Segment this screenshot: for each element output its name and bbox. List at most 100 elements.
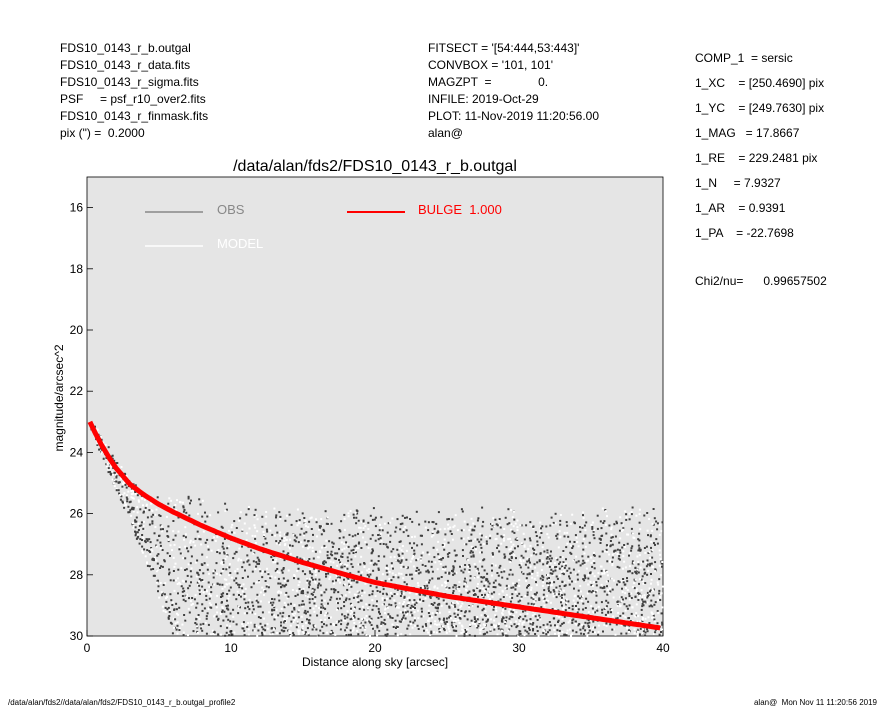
obs-point bbox=[153, 559, 155, 562]
obs-point bbox=[619, 516, 622, 519]
obs-point bbox=[438, 577, 441, 580]
obs-point bbox=[628, 512, 631, 515]
obs-point bbox=[111, 478, 114, 481]
obs-point bbox=[660, 530, 663, 533]
obs-point bbox=[582, 602, 585, 605]
obs-point bbox=[302, 534, 305, 537]
obs-point bbox=[444, 629, 447, 632]
obs-point bbox=[563, 566, 566, 569]
obs-point bbox=[125, 475, 128, 478]
obs-point bbox=[579, 530, 582, 533]
obs-point bbox=[309, 517, 312, 520]
obs-point bbox=[276, 568, 279, 570]
obs-point bbox=[586, 634, 589, 637]
obs-point bbox=[581, 595, 584, 598]
obs-point bbox=[529, 544, 532, 547]
obs-point bbox=[122, 501, 124, 504]
obs-point bbox=[183, 508, 186, 511]
obs-point bbox=[624, 546, 626, 548]
obs-point bbox=[495, 607, 497, 610]
obs-point bbox=[548, 577, 551, 579]
obs-point bbox=[641, 618, 644, 621]
obs-point bbox=[584, 607, 587, 609]
obs-point bbox=[536, 618, 539, 621]
obs-point bbox=[383, 522, 386, 525]
obs-point bbox=[454, 619, 457, 622]
obs-point bbox=[353, 607, 356, 610]
obs-point bbox=[658, 564, 661, 567]
obs-point bbox=[600, 569, 603, 572]
obs-point bbox=[368, 568, 370, 571]
obs-point bbox=[167, 616, 170, 619]
obs-point bbox=[649, 588, 652, 591]
obs-point bbox=[132, 492, 134, 495]
obs-point bbox=[501, 590, 504, 593]
obs-point bbox=[593, 592, 596, 594]
obs-point bbox=[343, 565, 346, 568]
obs-point bbox=[115, 476, 118, 479]
obs-point bbox=[341, 556, 344, 558]
obs-point bbox=[580, 599, 583, 602]
obs-point bbox=[354, 555, 357, 558]
obs-point bbox=[350, 585, 353, 588]
obs-point bbox=[411, 601, 414, 604]
obs-point bbox=[489, 537, 492, 540]
obs-point bbox=[229, 612, 232, 615]
obs-point bbox=[358, 541, 361, 544]
obs-point bbox=[593, 562, 596, 565]
obs-point bbox=[282, 550, 285, 553]
obs-point bbox=[454, 615, 457, 618]
obs-point bbox=[138, 542, 141, 545]
obs-point bbox=[639, 566, 642, 569]
obs-point bbox=[363, 566, 366, 568]
obs-point bbox=[275, 516, 277, 519]
obs-point bbox=[507, 538, 510, 541]
obs-point bbox=[274, 561, 277, 563]
obs-point bbox=[368, 620, 371, 623]
obs-point bbox=[582, 627, 585, 630]
obs-point bbox=[578, 597, 581, 600]
obs-point bbox=[576, 611, 579, 614]
obs-point bbox=[551, 572, 554, 575]
obs-point bbox=[587, 619, 590, 621]
obs-point bbox=[478, 621, 481, 624]
obs-point bbox=[165, 597, 167, 600]
obs-point bbox=[319, 612, 322, 614]
obs-point bbox=[427, 612, 430, 614]
obs-point bbox=[504, 587, 507, 590]
obs-point bbox=[413, 542, 416, 545]
obs-point bbox=[528, 627, 530, 630]
obs-point bbox=[279, 612, 282, 615]
obs-point bbox=[258, 560, 261, 563]
obs-point bbox=[349, 629, 352, 632]
obs-point bbox=[416, 582, 419, 585]
obs-point bbox=[329, 553, 332, 556]
obs-point bbox=[343, 615, 346, 618]
obs-point bbox=[417, 628, 420, 630]
obs-point bbox=[378, 529, 381, 532]
obs-point bbox=[296, 524, 299, 527]
obs-point bbox=[352, 628, 355, 631]
obs-point bbox=[361, 589, 364, 592]
obs-point bbox=[534, 531, 537, 534]
obs-point bbox=[513, 531, 516, 534]
obs-point bbox=[161, 605, 164, 608]
obs-point bbox=[172, 530, 175, 533]
obs-point bbox=[504, 607, 507, 610]
obs-point bbox=[508, 558, 511, 561]
obs-point bbox=[632, 536, 635, 539]
obs-point bbox=[228, 529, 230, 532]
obs-point bbox=[313, 602, 316, 605]
obs-point bbox=[550, 516, 553, 519]
obs-point bbox=[648, 587, 651, 590]
obs-point bbox=[440, 558, 443, 561]
obs-point bbox=[481, 627, 484, 630]
obs-point bbox=[454, 617, 457, 619]
obs-point bbox=[172, 617, 175, 620]
obs-point bbox=[369, 537, 372, 540]
obs-point bbox=[396, 593, 399, 596]
obs-point bbox=[605, 548, 608, 551]
obs-point bbox=[487, 580, 490, 583]
obs-point bbox=[453, 604, 456, 606]
obs-point bbox=[626, 626, 628, 629]
